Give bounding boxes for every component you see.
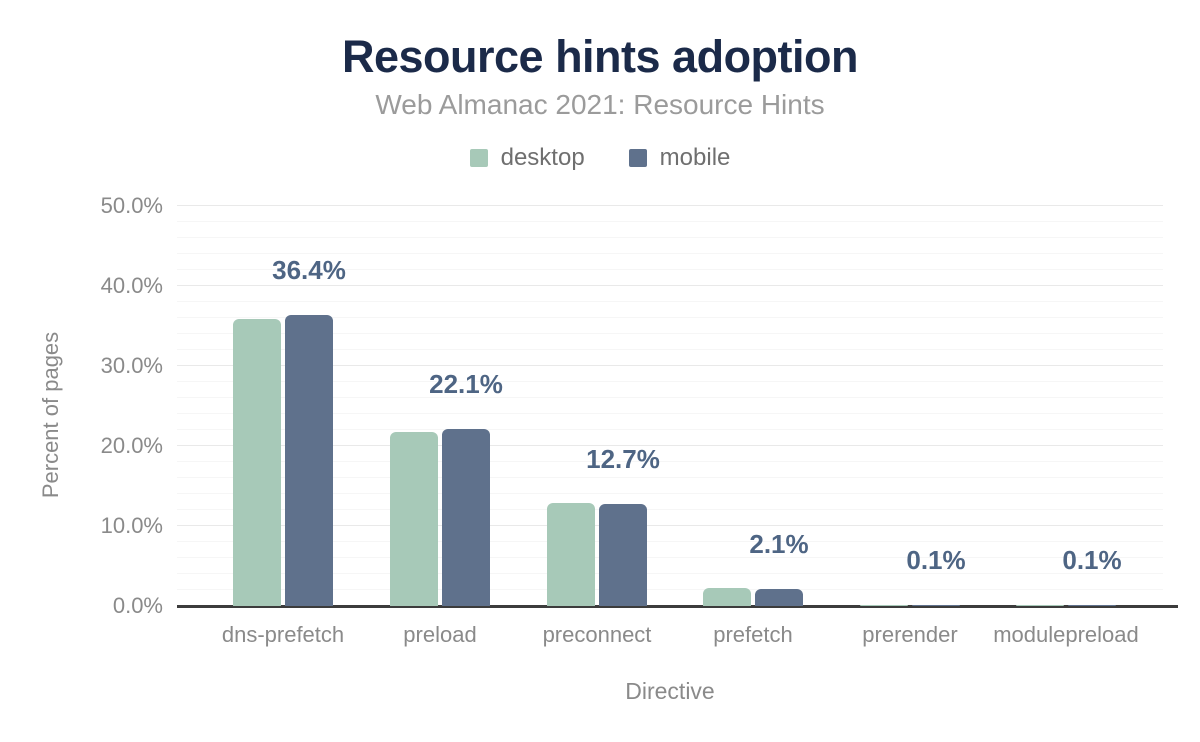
- x-axis-line: [177, 605, 1178, 608]
- y-tick-label: 0.0%: [112, 593, 163, 618]
- bar-desktop-preload[interactable]: [390, 432, 438, 606]
- legend-swatch-desktop: [469, 149, 488, 167]
- bar-mobile-dns-prefetch[interactable]: [285, 315, 333, 606]
- bar-desktop-prerender[interactable]: [860, 605, 908, 606]
- y-tick-label: 30.0%: [100, 353, 163, 378]
- x-tick-label: prerender: [862, 622, 958, 647]
- gridline-major: [177, 525, 1163, 526]
- bar-group: [860, 206, 960, 606]
- gridline-minor: [177, 237, 1163, 238]
- bar-desktop-dns-prefetch[interactable]: [233, 319, 281, 606]
- gridline-minor: [177, 349, 1163, 350]
- value-label: 22.1%: [429, 369, 503, 399]
- legend-swatch-mobile: [628, 149, 647, 167]
- gridline-minor: [177, 269, 1163, 270]
- gridline-major: [177, 445, 1163, 446]
- bar-desktop-prefetch[interactable]: [703, 588, 751, 606]
- x-tick-label: dns-prefetch: [221, 622, 345, 647]
- gridline-minor: [177, 381, 1163, 382]
- gridline-minor: [177, 317, 1163, 318]
- plot-area: 0.0% 10.0% 20.0% 30.0% 40.0% 50.0% dns-prefetc…: [101, 193, 1178, 647]
- x-tick-label: prefetch: [713, 622, 793, 647]
- y-tick-label: 50.0%: [100, 193, 163, 218]
- gridline-minor: [177, 493, 1163, 494]
- gridline-minor: [177, 221, 1163, 222]
- x-tick-label: preload: [403, 622, 477, 647]
- gridline-major: [177, 205, 1163, 206]
- gridline-minor: [177, 573, 1163, 574]
- gridline-minor: [177, 509, 1163, 510]
- chart-title: Resource hints adoption: [341, 31, 859, 82]
- x-tick-label: modulepreload: [993, 622, 1139, 647]
- bar-mobile-preconnect[interactable]: [599, 504, 647, 606]
- bar-group: [547, 206, 647, 606]
- gridline-minor: [177, 301, 1163, 302]
- gridline-minor: [177, 429, 1163, 430]
- value-label: 2.1%: [749, 529, 809, 559]
- value-label: 12.7%: [586, 444, 660, 474]
- gridline-major: [177, 285, 1163, 286]
- gridline-minor: [177, 397, 1163, 398]
- gridline-minor: [177, 461, 1163, 462]
- bar-mobile-preload[interactable]: [442, 429, 490, 606]
- gridline-minor: [177, 413, 1163, 414]
- value-label: 0.1%: [1062, 545, 1122, 575]
- bar-desktop-modulepreload[interactable]: [1016, 605, 1064, 606]
- bar-group: [390, 206, 490, 606]
- bar-group: [233, 206, 333, 606]
- bar-mobile-modulepreload[interactable]: [1068, 605, 1116, 606]
- y-tick-label: 10.0%: [100, 513, 163, 538]
- x-axis-title: Directive: [625, 678, 715, 704]
- gridline-minor: [177, 557, 1163, 558]
- gridline-minor: [177, 333, 1163, 334]
- bar-desktop-preconnect[interactable]: [547, 503, 595, 606]
- bar-group: [703, 206, 803, 606]
- y-tick-label: 20.0%: [100, 433, 163, 458]
- bar-mobile-prefetch[interactable]: [755, 589, 803, 606]
- gridline-major: [177, 365, 1163, 366]
- legend-item-mobile[interactable]: mobile: [628, 144, 731, 172]
- legend-label-mobile: mobile: [659, 144, 731, 171]
- value-label: 36.4%: [272, 255, 346, 285]
- gridline-minor: [177, 589, 1163, 590]
- gridline-minor: [177, 253, 1163, 254]
- legend-label-desktop: desktop: [500, 144, 585, 171]
- value-label: 0.1%: [906, 545, 966, 575]
- chart-subtitle: Web Almanac 2021: Resource Hints: [375, 89, 825, 120]
- gridline-minor: [177, 477, 1163, 478]
- y-tick-label: 40.0%: [100, 273, 163, 298]
- bar-group: [1016, 206, 1116, 606]
- legend: desktop mobile: [0, 144, 1200, 172]
- bar-mobile-prerender[interactable]: [912, 605, 960, 606]
- x-tick-label: preconnect: [542, 622, 652, 647]
- gridline-minor: [177, 541, 1163, 542]
- legend-item-desktop[interactable]: desktop: [469, 144, 585, 172]
